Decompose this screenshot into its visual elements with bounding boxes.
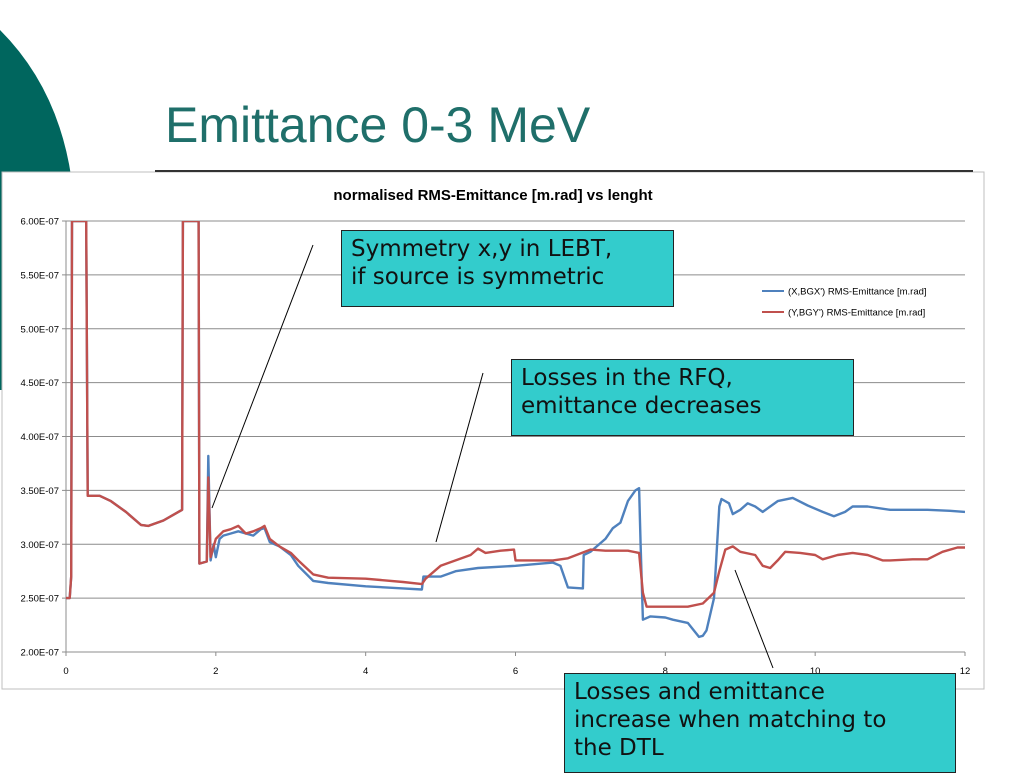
x-tick-label: 10 (810, 666, 821, 677)
y-tick-label: 5.50E-07 (20, 270, 59, 281)
y-tick-label: 5.00E-07 (20, 324, 59, 335)
callout-text-line: Losses in the RFQ, (521, 365, 733, 391)
callout-text-line: increase when matching to (574, 707, 887, 733)
series-line-x (66, 221, 965, 639)
callout-lebt-symmetry: Symmetry x,y in LEBT, if source is symme… (341, 230, 674, 307)
x-tick-label: 6 (513, 666, 518, 677)
x-tick-label: 2 (213, 666, 218, 677)
callout-leader-lines (211, 244, 774, 669)
x-tick-label: 0 (63, 666, 68, 677)
callout-rfq-losses: Losses in the RFQ, emittance decreases (511, 359, 854, 436)
x-tick-label: 4 (363, 666, 368, 677)
x-tick-label: 12 (960, 666, 971, 677)
legend-label: (Y,BGY') RMS-Emittance [m.rad] (788, 308, 925, 319)
y-tick-label: 6.00E-07 (20, 217, 59, 228)
leader-line-rfq (435, 372, 484, 543)
series-line-y (66, 221, 965, 608)
callout-text-line: the DTL (574, 735, 664, 761)
leader-line-dtl (734, 569, 774, 669)
y-tick-label: 2.50E-07 (20, 594, 59, 605)
y-axis-tick-labels: 2.00E-07 2.50E-07 3.00E-07 3.50E-07 4.00E-07… (20, 217, 59, 659)
title-underline (155, 170, 973, 172)
callout-text-line: Symmetry x,y in LEBT, (351, 236, 613, 262)
y-tick-label: 4.00E-07 (20, 432, 59, 443)
x-axis-tick-labels: 0 2 4 6 8 10 12 (63, 666, 970, 677)
legend-label: (X,BGX') RMS-Emittance [m.rad] (788, 287, 927, 298)
callout-text-line: Losses and emittance (574, 679, 825, 705)
legend: (X,BGX') RMS-Emittance [m.rad] (Y,BGY') R… (762, 287, 927, 319)
x-tick-label: 8 (663, 666, 668, 677)
callout-text-line: if source is symmetric (351, 264, 605, 290)
callout-text-line: emittance decreases (521, 393, 762, 419)
slide-title: Emittance 0-3 MeV (165, 97, 591, 153)
callout-dtl-matching: Losses and emittance increase when match… (564, 673, 956, 773)
y-tick-label: 2.00E-07 (20, 648, 59, 659)
leader-line-lebt (211, 244, 314, 509)
series-layer (66, 221, 965, 639)
y-tick-label: 3.50E-07 (20, 486, 59, 497)
y-tick-label: 3.00E-07 (20, 540, 59, 551)
chart-title: normalised RMS-Emittance [m.rad] vs leng… (333, 187, 652, 204)
y-tick-label: 4.50E-07 (20, 378, 59, 389)
